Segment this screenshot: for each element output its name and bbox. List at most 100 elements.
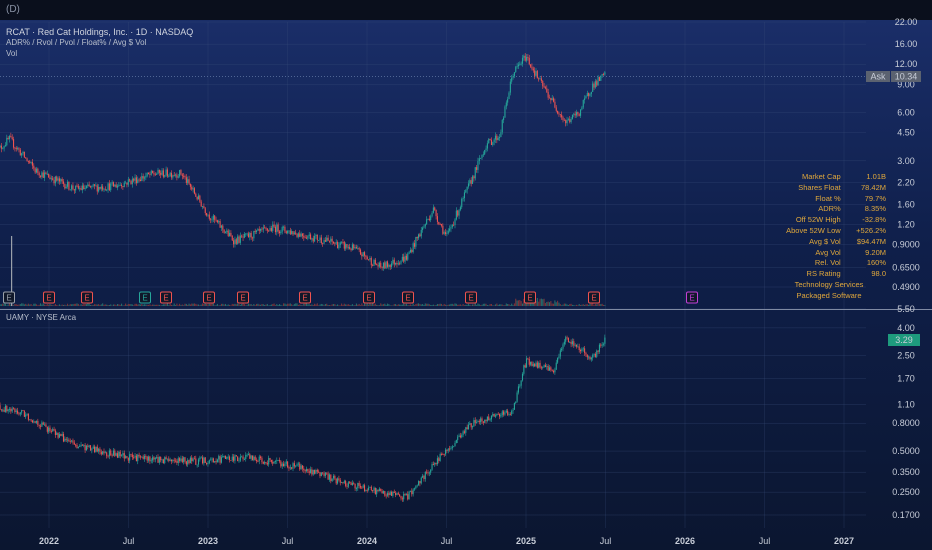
candle-body bbox=[211, 458, 213, 460]
candle-body bbox=[463, 431, 465, 433]
candle-body bbox=[569, 341, 571, 343]
volume-bar bbox=[266, 303, 268, 306]
candle-body bbox=[268, 457, 270, 465]
volume-bar bbox=[339, 305, 341, 306]
earnings-marker[interactable]: E bbox=[588, 291, 600, 304]
candle-body bbox=[509, 414, 511, 416]
volume-bar bbox=[462, 303, 464, 306]
volume-label: Vol bbox=[6, 49, 18, 58]
candle-body bbox=[292, 463, 294, 469]
candle-body bbox=[235, 455, 237, 457]
earnings-marker[interactable]: E bbox=[203, 291, 215, 304]
volume-bar bbox=[202, 303, 204, 306]
earnings-marker[interactable]: E bbox=[465, 291, 477, 304]
candle-body bbox=[544, 87, 546, 89]
earnings-marker[interactable]: E bbox=[81, 291, 93, 304]
x-tick-label: Jul bbox=[123, 536, 135, 546]
volume-bar bbox=[377, 305, 379, 306]
candle-body bbox=[571, 341, 573, 345]
candle-body bbox=[157, 169, 159, 175]
candle-body bbox=[154, 457, 156, 460]
volume-bar bbox=[189, 304, 191, 306]
earnings-marker[interactable]: E bbox=[524, 291, 536, 304]
candle-body bbox=[557, 358, 559, 363]
candle-body bbox=[287, 461, 289, 468]
candle-body bbox=[85, 186, 87, 188]
earnings-marker[interactable]: E bbox=[363, 291, 375, 304]
x-tick-label: 2023 bbox=[198, 536, 218, 546]
candle-body bbox=[465, 427, 467, 433]
candle-body bbox=[408, 252, 410, 254]
volume-bar bbox=[169, 303, 171, 306]
earnings-marker[interactable]: E bbox=[686, 291, 698, 304]
candle-body bbox=[554, 101, 556, 108]
candle-body bbox=[481, 418, 483, 422]
candle-body bbox=[368, 487, 370, 491]
earnings-marker[interactable]: E bbox=[3, 291, 15, 304]
candle-body bbox=[72, 185, 74, 190]
candle-body bbox=[369, 257, 371, 260]
candle-body bbox=[567, 338, 569, 343]
candle-body bbox=[141, 176, 143, 182]
volume-bar bbox=[465, 304, 467, 306]
candle-body bbox=[102, 186, 104, 190]
candle-body bbox=[141, 456, 143, 458]
candle-body bbox=[196, 464, 198, 466]
candle-body bbox=[112, 450, 114, 456]
candle-body bbox=[11, 408, 13, 412]
earnings-marker[interactable]: E bbox=[299, 291, 311, 304]
candle-body bbox=[600, 75, 602, 81]
candle-body bbox=[480, 157, 482, 159]
candle-body bbox=[195, 193, 197, 197]
volume-bar bbox=[434, 305, 436, 306]
candle-body bbox=[422, 475, 424, 478]
candle-body bbox=[588, 356, 590, 358]
candle-body bbox=[535, 362, 537, 367]
volume-bar bbox=[416, 303, 418, 306]
candle-body bbox=[534, 363, 536, 367]
candle-body bbox=[598, 344, 600, 352]
candle-body bbox=[245, 454, 247, 460]
volume-bar bbox=[597, 303, 599, 306]
candle-body bbox=[474, 167, 476, 179]
volume-bars bbox=[0, 236, 606, 306]
candle-body bbox=[565, 120, 567, 124]
candle-body bbox=[122, 453, 124, 456]
volume-bar bbox=[407, 305, 409, 306]
volume-bar bbox=[426, 303, 428, 306]
volume-bar bbox=[374, 303, 376, 306]
candle-body bbox=[119, 451, 121, 457]
fundamental-key: Float % bbox=[815, 193, 841, 203]
candle-body bbox=[486, 143, 488, 149]
candle-body bbox=[566, 119, 568, 124]
earnings-marker[interactable]: E bbox=[139, 291, 151, 304]
volume-bar bbox=[331, 304, 333, 306]
candle-body bbox=[121, 184, 123, 187]
earnings-marker[interactable]: E bbox=[43, 291, 55, 304]
candle-body bbox=[482, 154, 484, 156]
candle-body bbox=[104, 452, 106, 454]
candle-body bbox=[8, 408, 11, 410]
candle-body bbox=[316, 234, 318, 241]
volume-bar bbox=[112, 304, 114, 306]
candle-body bbox=[130, 454, 132, 455]
candle-body bbox=[359, 249, 362, 255]
volume-bar bbox=[91, 305, 93, 306]
volume-bar bbox=[422, 303, 424, 306]
uamy-price-axis: 5.50 4.00 2.50 1.70 1.10 0.8000 0.5000 0.3500 0.… bbox=[892, 304, 920, 520]
candle-body bbox=[289, 230, 291, 235]
y-tick-label: 9.00 bbox=[897, 79, 915, 89]
earnings-marker[interactable]: E bbox=[237, 291, 249, 304]
earnings-marker[interactable]: E bbox=[402, 291, 414, 304]
candle-body bbox=[114, 450, 116, 456]
interval-icon[interactable]: (D) bbox=[6, 4, 20, 15]
volume-bar bbox=[30, 304, 32, 306]
candle-body bbox=[99, 448, 101, 452]
candle-body bbox=[48, 427, 50, 432]
candle-body bbox=[35, 420, 38, 423]
candle-body bbox=[133, 178, 135, 181]
candle-body bbox=[226, 230, 228, 233]
earnings-marker[interactable]: E bbox=[160, 291, 172, 304]
candle-body bbox=[359, 485, 362, 488]
